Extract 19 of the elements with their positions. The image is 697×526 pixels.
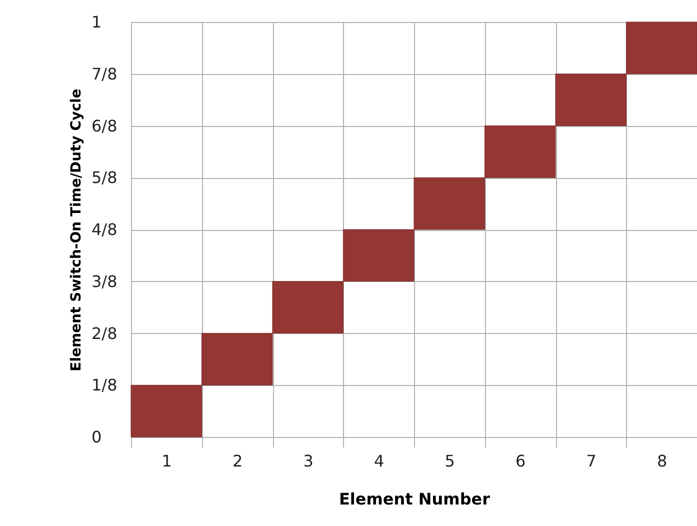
x-tick-label: 2 <box>232 452 243 470</box>
y-tick-label: 7/8 <box>92 64 118 84</box>
x-tick-label: 4 <box>374 452 384 470</box>
x-tick-label: 1 <box>162 452 172 470</box>
x-tick-label: 8 <box>657 452 668 470</box>
y-tick-label: 0 <box>92 428 102 446</box>
x-tick-label: 3 <box>303 452 314 470</box>
x-tick-label: 5 <box>444 452 455 470</box>
y-tick-label: 2/8 <box>92 324 118 343</box>
x-axis-title: Element Number <box>338 490 490 508</box>
y-tick-label: 1 <box>92 12 102 32</box>
y-tick-label: 1/8 <box>92 376 118 395</box>
x-tick-label: 7 <box>586 452 596 470</box>
y-tick-label: 3/8 <box>92 272 118 291</box>
y-tick-label: 5/8 <box>92 168 118 188</box>
y-tick-label: 6/8 <box>92 116 118 136</box>
x-tick-label: 6 <box>516 452 526 470</box>
y-axis-title: Element Switch-On Time/Duty Cycle <box>68 88 84 372</box>
y-tick-label: 4/8 <box>92 220 118 239</box>
